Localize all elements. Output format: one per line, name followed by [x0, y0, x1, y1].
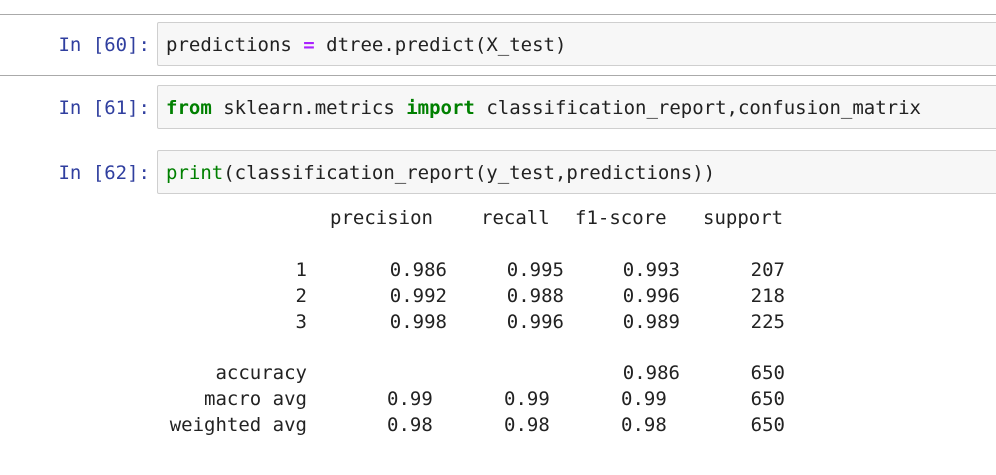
row-f1: 0.989	[622, 311, 680, 333]
header-support: support	[703, 207, 784, 229]
code-cell-60[interactable]: In [60]: predictions = dtree.predict(X_t…	[0, 20, 996, 68]
code-token: print	[166, 162, 224, 184]
code-token: import	[406, 97, 475, 119]
row-label: 1	[295, 259, 307, 281]
code-line: predictions = dtree.predict(X_test)	[166, 34, 566, 56]
code-token: predictions	[166, 34, 292, 56]
weighted-recall: 0.98	[504, 414, 550, 436]
row-support: 225	[750, 311, 785, 333]
row-label: 2	[295, 285, 307, 307]
code-input[interactable]: from sklearn.metrics import classificati…	[157, 85, 996, 129]
macro-precision: 0.99	[387, 388, 433, 410]
row-recall: 0.996	[506, 311, 564, 333]
input-prompt: In [60]:	[58, 34, 150, 56]
row-precision: 0.992	[389, 285, 447, 307]
code-line: print(classification_report(y_test,predi…	[166, 162, 715, 184]
header-f1-score: f1-score	[575, 207, 667, 229]
row-support: 218	[750, 285, 785, 307]
input-prompt: In [62]:	[58, 162, 150, 184]
code-cell-62[interactable]: In [62]: print(classification_report(y_t…	[0, 150, 996, 198]
weighted-f1: 0.98	[621, 414, 667, 436]
code-input[interactable]: print(classification_report(y_test,predi…	[157, 150, 996, 194]
code-token: from	[166, 97, 212, 119]
row-f1: 0.993	[622, 259, 680, 281]
code-token: dtree.predict(X_test)	[326, 34, 567, 56]
header-precision: precision	[330, 207, 433, 229]
row-recall: 0.995	[506, 259, 564, 281]
cell-divider-selected	[0, 75, 996, 76]
row-precision: 0.998	[389, 311, 447, 333]
cell-divider-top	[0, 14, 996, 15]
macro-avg-label: macro avg	[204, 388, 307, 410]
code-token: =	[291, 34, 327, 56]
accuracy-support: 650	[750, 362, 785, 384]
row-f1: 0.996	[622, 285, 680, 307]
code-token: classification_report,confusion_matrix	[474, 97, 921, 119]
weighted-support: 650	[750, 414, 785, 436]
accuracy-label: accuracy	[215, 362, 307, 384]
input-prompt: In [61]:	[58, 97, 150, 119]
code-line: from sklearn.metrics import classificati…	[166, 97, 921, 119]
code-cell-61[interactable]: In [61]: from sklearn.metrics import cla…	[0, 85, 996, 133]
weighted-precision: 0.98	[387, 414, 433, 436]
macro-f1: 0.99	[621, 388, 667, 410]
code-token: (classification_report(y_test,prediction…	[223, 162, 716, 184]
cell-output: precision recall f1-score support 1 0.98…	[0, 197, 996, 467]
code-input[interactable]: predictions = dtree.predict(X_test)	[157, 22, 996, 66]
weighted-avg-label: weighted avg	[169, 414, 307, 436]
code-token: sklearn.metrics	[211, 97, 407, 119]
macro-recall: 0.99	[504, 388, 550, 410]
row-recall: 0.988	[506, 285, 564, 307]
macro-support: 650	[750, 388, 785, 410]
row-label: 3	[295, 311, 307, 333]
row-precision: 0.986	[389, 259, 447, 281]
accuracy-f1: 0.986	[622, 362, 680, 384]
header-recall: recall	[481, 207, 550, 229]
row-support: 207	[750, 259, 785, 281]
